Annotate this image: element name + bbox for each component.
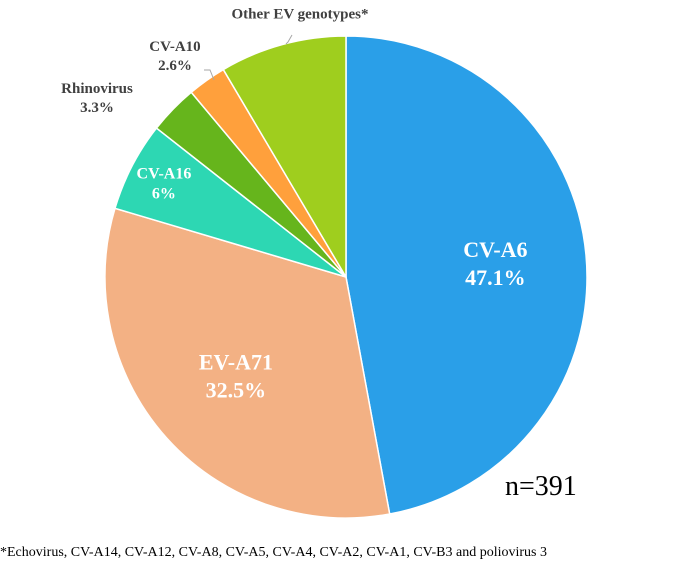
pie-slice-ev-a71 [104,207,391,519]
slice-label-cv-a6: CV-A6 [463,237,527,262]
slice-labels: CV-A6 47.1% EV-A71 32.5% CV-A16 6% Rhinovirus 3… [61,6,527,402]
slice-value-rhinovirus: 3.3% [80,100,114,116]
pie-chart: CV-A6 47.1% EV-A71 32.5% CV-A16 6% Rhinovirus 3… [61,6,588,519]
slice-value-cv-a6: 47.1% [465,265,526,290]
slice-label-cv-a10: CV-A10 [149,39,200,55]
slice-value-cv-a16: 6% [152,185,176,202]
leader-lines [204,34,293,81]
slice-label-rhinovirus: Rhinovirus [61,81,133,97]
pie-slice-cv-a6 [345,35,588,515]
leader-line-cv-a10 [204,69,215,81]
slice-label-ev-a71: EV-A71 [199,350,273,375]
leader-line-other-ev-genotypes [285,34,293,45]
slice-value-ev-a71: 32.5% [206,378,267,403]
footnote: *Echovirus, CV-A14, CV-A12, CV-A8, CV-A5… [0,545,547,560]
slice-label-cv-a16: CV-A16 [137,165,192,182]
slice-label-other-ev-genotypes: Other EV genotypes* [232,6,369,22]
slice-value-cv-a10: 2.6% [158,58,192,74]
pie-slices [104,35,588,519]
sample-size-label: n=391 [505,471,577,502]
pie-slice-other-ev-genotypes [222,35,347,280]
